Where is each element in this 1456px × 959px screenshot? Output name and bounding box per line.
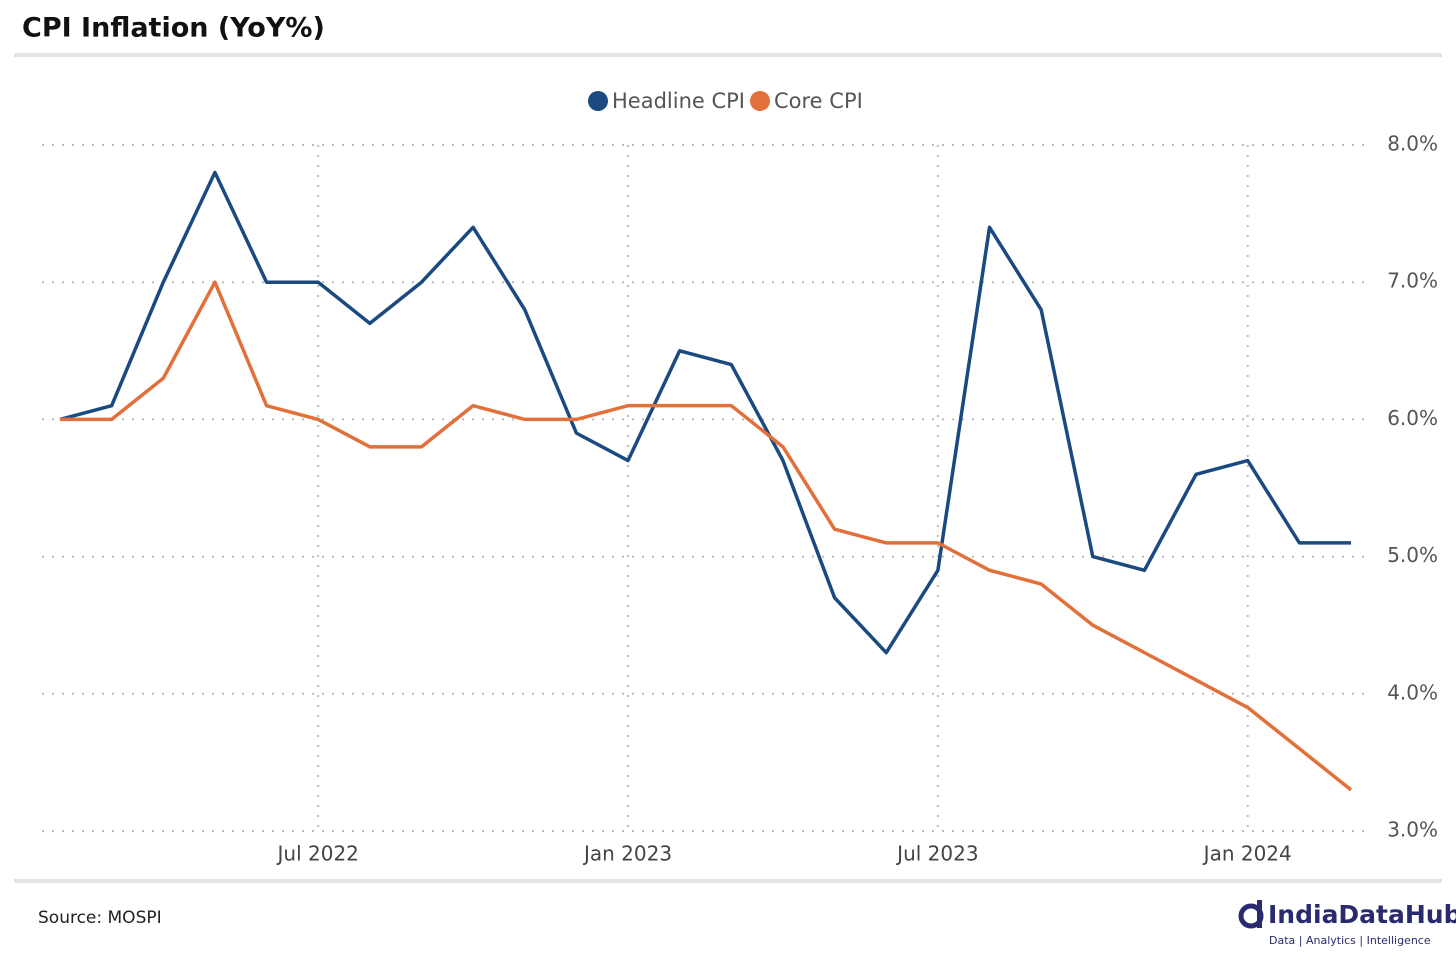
divider: [14, 879, 1442, 883]
line: [60, 280, 1353, 792]
y-tick-label: 7.0%: [1387, 269, 1438, 293]
line: [59, 170, 1351, 655]
logo: IndiaDataHub Data | Analytics | Intellig…: [1238, 900, 1456, 947]
x-tick-label: Jan 2024: [1202, 842, 1292, 866]
legend-label: Headline CPI: [612, 89, 745, 113]
chart-title: CPI Inflation (YoY%): [22, 13, 325, 44]
x-tick-label: Jul 2023: [895, 842, 978, 866]
brand-tagline: Data | Analytics | Intelligence: [1269, 934, 1431, 947]
y-tick-label: 5.0%: [1387, 543, 1438, 567]
legend-label: Core CPI: [774, 89, 863, 113]
y-tick-label: 4.0%: [1387, 680, 1438, 704]
y-tick-label: 6.0%: [1387, 406, 1438, 430]
y-tick-label: 8.0%: [1387, 132, 1438, 156]
x-tick-label: Jan 2023: [582, 842, 672, 866]
divider: [14, 53, 1442, 57]
y-tick-label: 3.0%: [1387, 818, 1438, 842]
legend-swatch: [588, 91, 608, 111]
x-tick-label: Jul 2022: [276, 842, 359, 866]
legend-swatch: [750, 91, 770, 111]
logo-icon: [1257, 900, 1262, 928]
brand-name: IndiaDataHub: [1268, 900, 1456, 929]
source: Source: MOSPI: [38, 908, 162, 928]
